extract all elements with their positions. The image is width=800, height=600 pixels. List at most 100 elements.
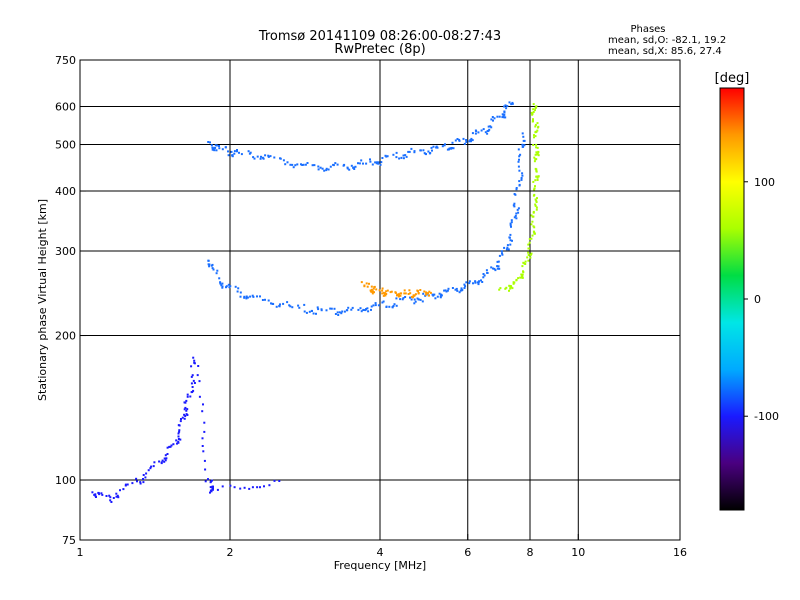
data-point xyxy=(190,375,193,378)
data-point xyxy=(458,291,461,294)
data-point xyxy=(506,244,509,247)
data-point xyxy=(135,477,138,480)
grid xyxy=(80,60,680,540)
data-point xyxy=(119,489,121,492)
data-point xyxy=(533,188,536,191)
data-point xyxy=(529,256,532,259)
data-point xyxy=(470,137,473,140)
data-point xyxy=(212,485,214,488)
data-point xyxy=(508,289,510,292)
data-point xyxy=(300,163,302,166)
data-point xyxy=(471,132,474,135)
data-point xyxy=(373,291,375,294)
data-point xyxy=(370,305,373,308)
data-point xyxy=(536,129,539,132)
data-point xyxy=(336,311,339,314)
data-point xyxy=(211,263,214,266)
data-point xyxy=(391,306,394,309)
data-point xyxy=(251,294,254,297)
data-point xyxy=(519,276,522,279)
data-point xyxy=(193,382,196,384)
data-point xyxy=(381,289,384,292)
data-point xyxy=(537,175,540,178)
data-point xyxy=(367,310,370,313)
data-point xyxy=(447,287,450,290)
data-point xyxy=(110,501,113,503)
data-point xyxy=(109,496,112,499)
data-point xyxy=(524,263,527,265)
phase-stats-o: mean, sd,O: -82.1, 19.2 xyxy=(608,35,726,46)
data-point xyxy=(493,117,496,120)
data-point xyxy=(207,141,210,143)
data-point xyxy=(512,204,515,207)
data-point xyxy=(350,308,353,311)
data-point xyxy=(233,486,236,489)
data-point xyxy=(509,287,512,290)
data-point xyxy=(536,152,539,155)
data-point xyxy=(268,484,271,487)
data-point xyxy=(370,288,373,291)
data-point xyxy=(531,215,534,218)
data-point xyxy=(434,297,437,300)
data-point xyxy=(422,292,425,295)
data-point xyxy=(204,468,207,471)
data-point xyxy=(534,204,537,207)
data-point xyxy=(508,284,511,287)
data-point xyxy=(115,495,118,498)
data-point xyxy=(515,187,518,189)
data-point xyxy=(294,164,297,167)
data-point xyxy=(492,267,494,270)
data-point xyxy=(369,289,372,292)
data-point xyxy=(256,486,259,489)
x-axis-label: Frequency [MHz] xyxy=(334,559,426,572)
data-point xyxy=(207,478,209,481)
data-point xyxy=(360,281,363,284)
data-point xyxy=(249,151,252,154)
data-point xyxy=(491,116,494,118)
data-point xyxy=(161,459,164,462)
data-point xyxy=(534,167,537,170)
data-point xyxy=(464,285,467,288)
data-point xyxy=(359,307,362,310)
data-point xyxy=(440,293,443,296)
data-point xyxy=(385,305,388,308)
data-point xyxy=(374,304,377,307)
data-point xyxy=(289,305,292,308)
data-point xyxy=(388,305,391,308)
data-point xyxy=(533,187,536,190)
data-point xyxy=(534,135,537,138)
data-point xyxy=(371,291,374,293)
data-point xyxy=(126,483,129,486)
data-point xyxy=(518,155,521,158)
data-point xyxy=(403,292,406,295)
data-point xyxy=(325,309,328,312)
data-point xyxy=(185,399,188,402)
data-point xyxy=(455,287,458,290)
data-point xyxy=(275,305,278,308)
data-point xyxy=(523,139,526,142)
data-point xyxy=(286,301,289,304)
data-point xyxy=(412,294,415,297)
data-point xyxy=(177,441,180,444)
data-point xyxy=(535,146,538,149)
data-point xyxy=(122,488,125,491)
data-point xyxy=(501,253,504,256)
data-point xyxy=(216,269,219,272)
data-point xyxy=(363,285,366,288)
data-point xyxy=(303,310,306,313)
data-point xyxy=(520,177,523,179)
data-point xyxy=(530,223,533,226)
data-point xyxy=(403,289,406,292)
trace xyxy=(498,103,540,292)
data-point xyxy=(480,129,483,132)
data-point xyxy=(504,104,507,107)
data-point xyxy=(218,277,221,280)
data-point xyxy=(252,295,255,298)
data-point xyxy=(247,150,250,153)
data-point xyxy=(215,272,218,275)
data-point xyxy=(446,289,449,292)
x-tick-label: 2 xyxy=(227,546,234,559)
data-point xyxy=(164,454,167,457)
data-point xyxy=(481,281,484,283)
data-point xyxy=(513,202,516,205)
